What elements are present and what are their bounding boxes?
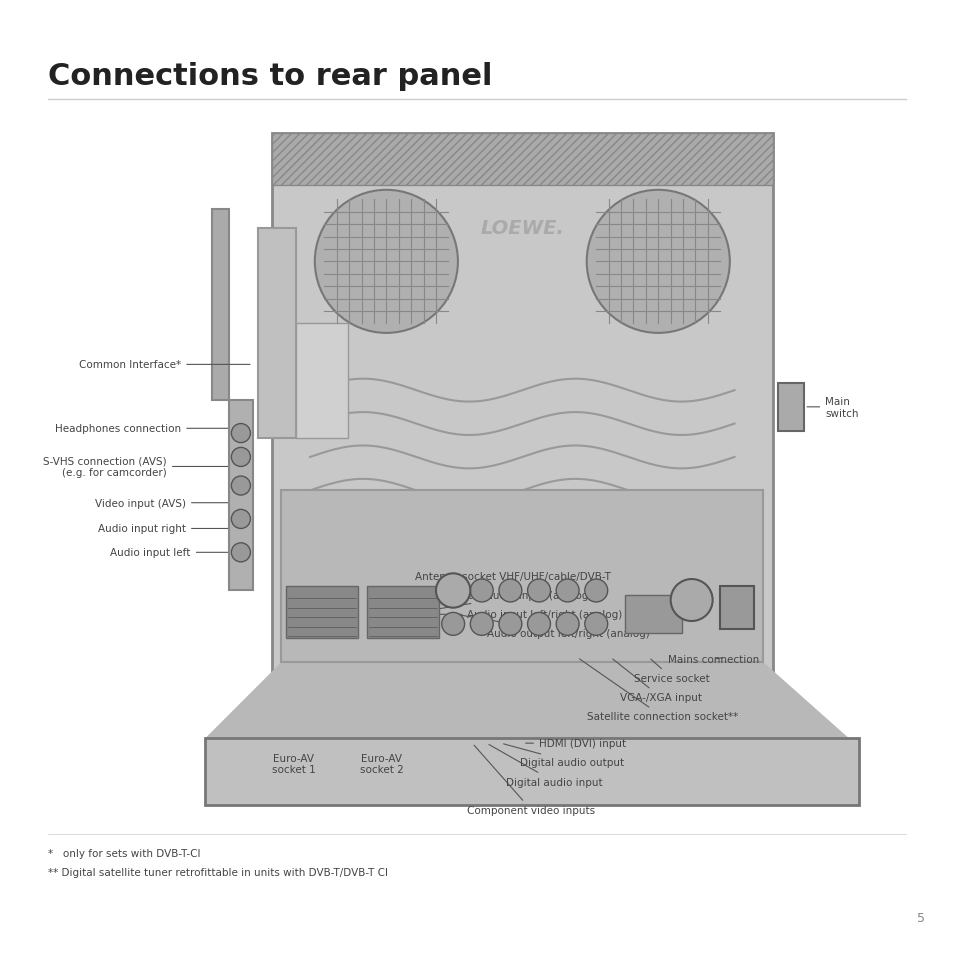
Circle shape [314, 191, 457, 334]
Text: Headphones connection: Headphones connection [55, 424, 237, 434]
FancyBboxPatch shape [229, 400, 253, 591]
Circle shape [470, 579, 493, 602]
Circle shape [470, 613, 493, 636]
Text: Euro-AV
socket 1: Euro-AV socket 1 [272, 753, 315, 775]
Text: *   only for sets with DVB-T-CI: * only for sets with DVB-T-CI [48, 848, 200, 858]
Text: Center audio input (analog): Center audio input (analog) [408, 591, 592, 615]
Circle shape [441, 579, 464, 602]
Text: Audio input left/right (analog): Audio input left/right (analog) [432, 610, 622, 619]
Circle shape [231, 424, 250, 443]
Text: Connections to rear panel: Connections to rear panel [48, 62, 492, 91]
Text: Audio input left: Audio input left [111, 548, 237, 558]
FancyBboxPatch shape [205, 739, 858, 805]
Circle shape [527, 579, 550, 602]
Circle shape [556, 613, 578, 636]
Text: Digital audio input: Digital audio input [489, 744, 601, 786]
Text: Digital audio output: Digital audio output [503, 744, 623, 767]
FancyBboxPatch shape [272, 133, 772, 186]
FancyBboxPatch shape [777, 383, 803, 431]
Circle shape [231, 448, 250, 467]
FancyBboxPatch shape [367, 586, 438, 639]
Text: Common Interface*: Common Interface* [79, 360, 250, 370]
Circle shape [584, 579, 607, 602]
Text: 5: 5 [917, 911, 924, 924]
Circle shape [231, 543, 250, 562]
Text: LOEWE.: LOEWE. [480, 219, 563, 238]
Text: S-VHS connection (AVS)
(e.g. for camcorder): S-VHS connection (AVS) (e.g. for camcord… [43, 456, 237, 477]
Text: Main
switch: Main switch [806, 396, 858, 418]
Text: Component video inputs: Component video inputs [467, 745, 595, 815]
FancyBboxPatch shape [720, 586, 753, 629]
Text: Video input (AVS): Video input (AVS) [95, 498, 237, 508]
Text: HDMI (DVI) input: HDMI (DVI) input [525, 739, 625, 748]
Text: Mains connection: Mains connection [667, 655, 759, 664]
Circle shape [586, 191, 729, 334]
FancyBboxPatch shape [286, 586, 357, 639]
FancyBboxPatch shape [295, 324, 348, 438]
Text: Antenna socket VHF/UHF/cable/DVB-T: Antenna socket VHF/UHF/cable/DVB-T [375, 572, 610, 614]
Polygon shape [205, 662, 848, 739]
FancyBboxPatch shape [212, 210, 229, 400]
Circle shape [231, 476, 250, 496]
Text: Satellite connection socket**: Satellite connection socket** [578, 659, 738, 721]
Circle shape [498, 613, 521, 636]
Circle shape [670, 579, 712, 621]
Text: ** Digital satellite tuner retrofittable in units with DVB-T/DVB-T CI: ** Digital satellite tuner retrofittable… [48, 867, 387, 877]
Circle shape [436, 574, 470, 608]
Text: Euro-AV
socket 2: Euro-AV socket 2 [359, 753, 403, 775]
FancyBboxPatch shape [272, 133, 772, 681]
FancyBboxPatch shape [624, 596, 681, 634]
Circle shape [556, 579, 578, 602]
Circle shape [441, 613, 464, 636]
Text: Audio output left/right (analog): Audio output left/right (analog) [458, 615, 649, 639]
Text: Service socket: Service socket [634, 659, 709, 683]
FancyBboxPatch shape [257, 229, 295, 438]
Circle shape [231, 510, 250, 529]
FancyBboxPatch shape [281, 491, 762, 662]
Text: Audio input right: Audio input right [98, 524, 237, 534]
Circle shape [527, 613, 550, 636]
Circle shape [498, 579, 521, 602]
Text: VGA-/XGA input: VGA-/XGA input [612, 659, 701, 702]
Circle shape [584, 613, 607, 636]
